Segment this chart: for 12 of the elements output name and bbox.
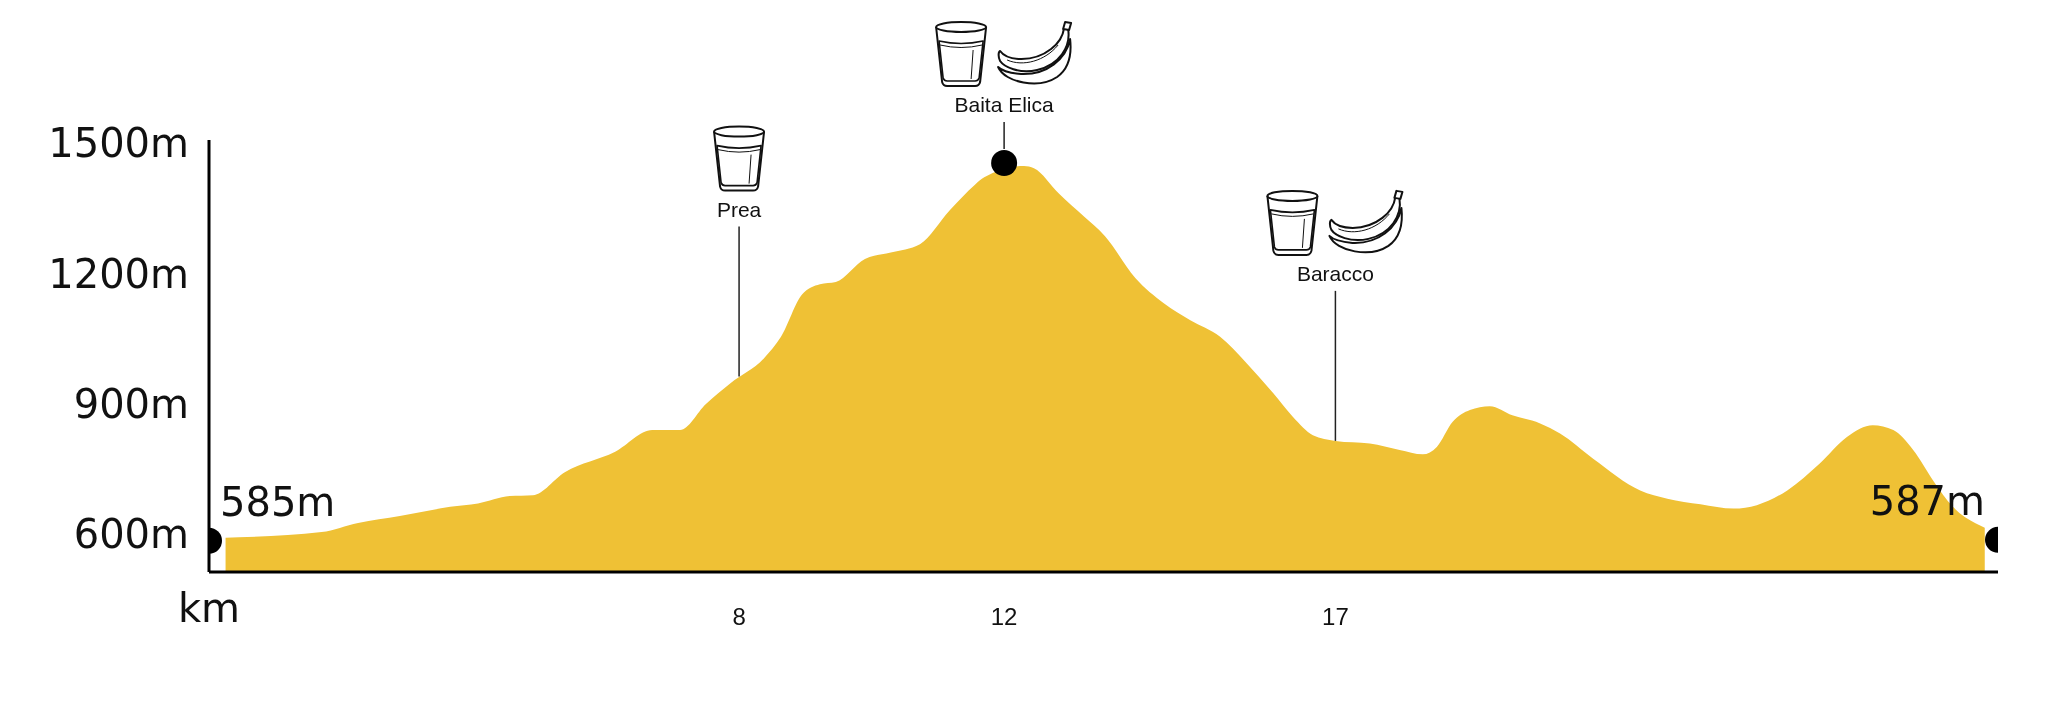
y-tick-label: 1500m <box>48 120 189 167</box>
data-label: 585m <box>220 478 336 525</box>
y-tick-label: 900m <box>73 380 189 427</box>
annotation: Baita Elica <box>954 93 1055 117</box>
x-tick-label: 12 <box>990 603 1018 631</box>
y-tick-label: 1200m <box>48 250 189 297</box>
annotation: Baracco <box>1296 262 1374 286</box>
x-tick-label: 8 <box>732 603 746 631</box>
x-tick-label: 17 <box>1322 603 1349 631</box>
y-tick-label: 600m <box>73 511 189 558</box>
annotation: Prea <box>716 197 762 221</box>
x-axis-title: km <box>177 585 241 631</box>
